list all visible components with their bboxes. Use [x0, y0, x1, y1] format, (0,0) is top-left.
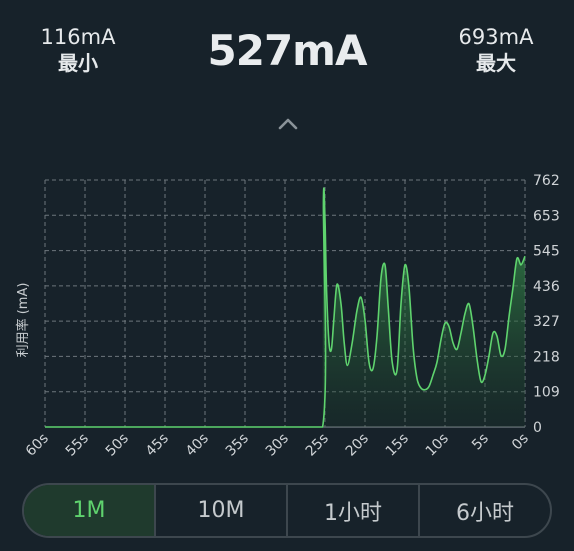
y-tick-label: 436	[533, 279, 560, 295]
x-tick-label: 0s	[509, 431, 532, 454]
min-stat: 116mA 最小	[30, 24, 126, 76]
y-tick-label: 545	[533, 244, 560, 260]
x-tick-label: 15s	[383, 431, 412, 460]
tab-1m[interactable]: 1M	[24, 485, 154, 536]
time-range-tabs: 1M 10M 1小时 6小时	[22, 483, 552, 538]
tab-1h[interactable]: 1小时	[286, 485, 418, 536]
x-tick-label: 30s	[263, 431, 292, 460]
current-value: 527mA	[207, 26, 368, 75]
x-tick-label: 45s	[143, 431, 172, 460]
series-line	[44, 187, 526, 428]
max-label: 最大	[476, 51, 516, 75]
y-tick-label: 109	[533, 385, 560, 401]
max-value: 693mA	[458, 25, 534, 49]
y-tick-label: 0	[533, 420, 542, 436]
x-tick-label: 5s	[469, 431, 492, 454]
y-tick-label: 653	[533, 208, 560, 224]
x-tick-label: 35s	[223, 431, 252, 460]
min-value: 116mA	[40, 25, 116, 49]
y-tick-label: 762	[533, 173, 560, 189]
x-tick-label: 25s	[303, 431, 332, 460]
tab-10m[interactable]: 10M	[154, 485, 286, 536]
x-tick-label: 20s	[343, 431, 372, 460]
x-tick-label: 10s	[423, 431, 452, 460]
y-tick-label: 327	[533, 314, 560, 330]
x-tick-label: 50s	[103, 431, 132, 460]
x-tick-label: 40s	[183, 431, 212, 460]
usage-chart: 0 109 218 327 436 545 653 762 60s 55s 50s 45s 40s 35…	[15, 173, 560, 460]
x-tick-label: 55s	[63, 431, 92, 460]
max-stat: 693mA 最大	[448, 24, 544, 76]
min-label: 最小	[58, 51, 98, 75]
series-area	[322, 188, 525, 427]
chevron-up-icon[interactable]	[276, 116, 300, 132]
y-tick-label: 218	[533, 349, 560, 365]
x-tick-label: 60s	[23, 431, 52, 460]
tab-6h[interactable]: 6小时	[418, 485, 550, 536]
y-axis-label: 利用率 (mA)	[15, 283, 31, 358]
